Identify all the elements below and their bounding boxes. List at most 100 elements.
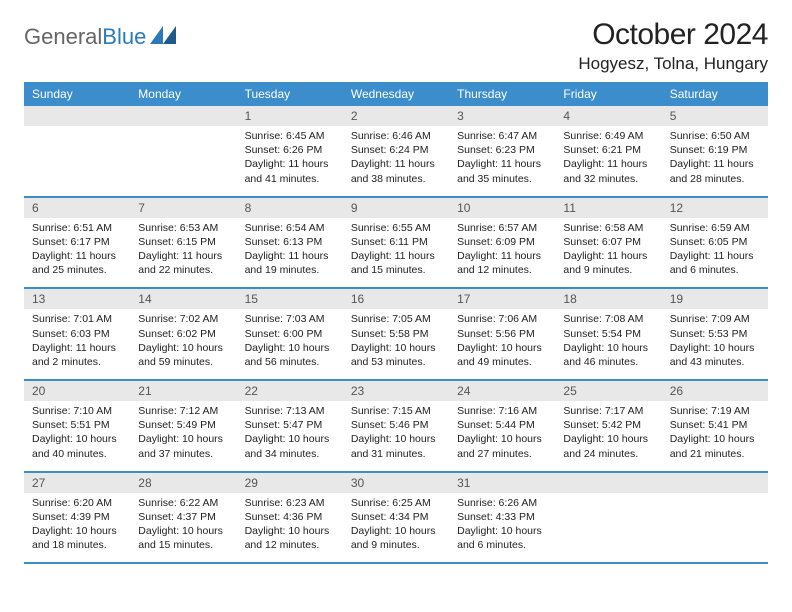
day-cell: 25Sunrise: 7:17 AMSunset: 5:42 PMDayligh…	[555, 380, 661, 472]
day-number: 24	[449, 381, 555, 401]
calendar-page: GeneralBlue October 2024 Hogyesz, Tolna,…	[0, 0, 792, 582]
day-number	[130, 106, 236, 126]
sunrise-text: Sunrise: 7:17 AM	[563, 404, 653, 418]
sunrise-text: Sunrise: 6:25 AM	[351, 496, 441, 510]
sunset-text: Sunset: 6:03 PM	[32, 327, 122, 341]
brand-logo: GeneralBlue	[24, 24, 176, 50]
sunrise-text: Sunrise: 7:01 AM	[32, 312, 122, 326]
day-cell: 27Sunrise: 6:20 AMSunset: 4:39 PMDayligh…	[24, 472, 130, 564]
day-content: Sunrise: 7:05 AMSunset: 5:58 PMDaylight:…	[343, 309, 449, 379]
daylight-text: Daylight: 10 hours and 12 minutes.	[245, 524, 335, 552]
daylight-text: Daylight: 10 hours and 59 minutes.	[138, 341, 228, 369]
sunset-text: Sunset: 6:17 PM	[32, 235, 122, 249]
sunset-text: Sunset: 5:49 PM	[138, 418, 228, 432]
daylight-text: Daylight: 11 hours and 12 minutes.	[457, 249, 547, 277]
day-content: Sunrise: 6:45 AMSunset: 6:26 PMDaylight:…	[237, 126, 343, 196]
sunrise-text: Sunrise: 6:46 AM	[351, 129, 441, 143]
day-number: 9	[343, 198, 449, 218]
day-cell: 2Sunrise: 6:46 AMSunset: 6:24 PMDaylight…	[343, 106, 449, 197]
day-number: 10	[449, 198, 555, 218]
day-content: Sunrise: 6:50 AMSunset: 6:19 PMDaylight:…	[662, 126, 768, 196]
day-number: 5	[662, 106, 768, 126]
day-cell: 22Sunrise: 7:13 AMSunset: 5:47 PMDayligh…	[237, 380, 343, 472]
day-content: Sunrise: 6:26 AMSunset: 4:33 PMDaylight:…	[449, 493, 555, 563]
sunrise-text: Sunrise: 7:13 AM	[245, 404, 335, 418]
day-content: Sunrise: 7:15 AMSunset: 5:46 PMDaylight:…	[343, 401, 449, 471]
weekday-header: Friday	[555, 82, 661, 106]
sunset-text: Sunset: 6:09 PM	[457, 235, 547, 249]
day-number: 26	[662, 381, 768, 401]
day-content	[130, 126, 236, 186]
brand-triangle-icon	[150, 26, 176, 49]
sunrise-text: Sunrise: 7:12 AM	[138, 404, 228, 418]
month-title: October 2024	[578, 18, 768, 52]
calendar-table: Sunday Monday Tuesday Wednesday Thursday…	[24, 82, 768, 564]
brand-name-part2: Blue	[102, 24, 146, 49]
day-cell: 9Sunrise: 6:55 AMSunset: 6:11 PMDaylight…	[343, 197, 449, 289]
day-content: Sunrise: 6:25 AMSunset: 4:34 PMDaylight:…	[343, 493, 449, 563]
daylight-text: Daylight: 10 hours and 9 minutes.	[351, 524, 441, 552]
day-cell: 5Sunrise: 6:50 AMSunset: 6:19 PMDaylight…	[662, 106, 768, 197]
sunset-text: Sunset: 5:42 PM	[563, 418, 653, 432]
day-number: 31	[449, 473, 555, 493]
sunrise-text: Sunrise: 7:15 AM	[351, 404, 441, 418]
day-cell: 10 Sunrise: 6:57 AMSunset: 6:09 PMDayligh…	[449, 197, 555, 289]
day-cell: 18Sunrise: 7:08 AMSunset: 5:54 PMDayligh…	[555, 288, 661, 380]
sunrise-text: Sunrise: 6:57 AM	[457, 221, 547, 235]
daylight-text: Daylight: 10 hours and 56 minutes.	[245, 341, 335, 369]
daylight-text: Daylight: 10 hours and 6 minutes.	[457, 524, 547, 552]
day-number: 23	[343, 381, 449, 401]
brand-name: GeneralBlue	[24, 24, 146, 50]
daylight-text: Daylight: 11 hours and 22 minutes.	[138, 249, 228, 277]
sunrise-text: Sunrise: 6:50 AM	[670, 129, 760, 143]
daylight-text: Daylight: 10 hours and 31 minutes.	[351, 432, 441, 460]
day-number	[555, 473, 661, 493]
day-number: 27	[24, 473, 130, 493]
day-number: 3	[449, 106, 555, 126]
day-cell: 6Sunrise: 6:51 AMSunset: 6:17 PMDaylight…	[24, 197, 130, 289]
sunset-text: Sunset: 6:11 PM	[351, 235, 441, 249]
sunset-text: Sunset: 4:36 PM	[245, 510, 335, 524]
week-row: 1Sunrise: 6:45 AMSunset: 6:26 PMDaylight…	[24, 106, 768, 197]
day-number: 8	[237, 198, 343, 218]
daylight-text: Daylight: 11 hours and 25 minutes.	[32, 249, 122, 277]
day-cell: 12Sunrise: 6:59 AMSunset: 6:05 PMDayligh…	[662, 197, 768, 289]
day-number: 20	[24, 381, 130, 401]
daylight-text: Daylight: 10 hours and 27 minutes.	[457, 432, 547, 460]
day-cell: 17Sunrise: 7:06 AMSunset: 5:56 PMDayligh…	[449, 288, 555, 380]
day-cell: 28Sunrise: 6:22 AMSunset: 4:37 PMDayligh…	[130, 472, 236, 564]
sunset-text: Sunset: 5:56 PM	[457, 327, 547, 341]
sunrise-text: Sunrise: 7:19 AM	[670, 404, 760, 418]
sunrise-text: Sunrise: 6:26 AM	[457, 496, 547, 510]
day-content: Sunrise: 6:55 AMSunset: 6:11 PMDaylight:…	[343, 218, 449, 288]
day-number: 13	[24, 289, 130, 309]
day-content: Sunrise: 7:08 AMSunset: 5:54 PMDaylight:…	[555, 309, 661, 379]
week-row: 13 Sunrise: 7:01 AMSunset: 6:03 PM Dayligh…	[24, 288, 768, 380]
sunset-text: Sunset: 4:33 PM	[457, 510, 547, 524]
day-cell: 13Sunrise: 7:01 AMSunset: 6:03 PMDayligh…	[24, 288, 130, 380]
sunset-text: Sunset: 6:19 PM	[670, 143, 760, 157]
day-number: 1	[237, 106, 343, 126]
day-content: Sunrise: 7:10 AMSunset: 5:51 PMDaylight:…	[24, 401, 130, 471]
sunset-text: Sunset: 6:15 PM	[138, 235, 228, 249]
week-row: 20Sunrise: 7:10 AMSunset: 5:51 PMDayligh…	[24, 380, 768, 472]
location-subtitle: Hogyesz, Tolna, Hungary	[578, 54, 768, 74]
day-cell: 8Sunrise: 6:54 AMSunset: 6:13 PMDaylight…	[237, 197, 343, 289]
sunrise-text: Sunrise: 6:47 AM	[457, 129, 547, 143]
day-number: 7	[130, 198, 236, 218]
sunrise-text: Sunrise: 6:49 AM	[563, 129, 653, 143]
sunrise-text: Sunrise: 7:08 AM	[563, 312, 653, 326]
sunset-text: Sunset: 6:26 PM	[245, 143, 335, 157]
weekday-header: Wednesday	[343, 82, 449, 106]
sunrise-text: Sunrise: 6:51 AM	[32, 221, 122, 235]
sunset-text: Sunset: 5:58 PM	[351, 327, 441, 341]
sunset-text: Sunset: 5:47 PM	[245, 418, 335, 432]
daylight-text: Daylight: 11 hours and 6 minutes.	[670, 249, 760, 277]
sunset-text: Sunset: 6:07 PM	[563, 235, 653, 249]
day-content: Sunrise: 6:20 AMSunset: 4:39 PMDaylight:…	[24, 493, 130, 563]
day-number: 11	[555, 198, 661, 218]
week-row: 6Sunrise: 6:51 AMSunset: 6:17 PMDaylight…	[24, 197, 768, 289]
daylight-text: Daylight: 11 hours and 38 minutes.	[351, 157, 441, 185]
day-number: 22	[237, 381, 343, 401]
day-content: Sunrise: 7:09 AMSunset: 5:53 PMDaylight:…	[662, 309, 768, 379]
